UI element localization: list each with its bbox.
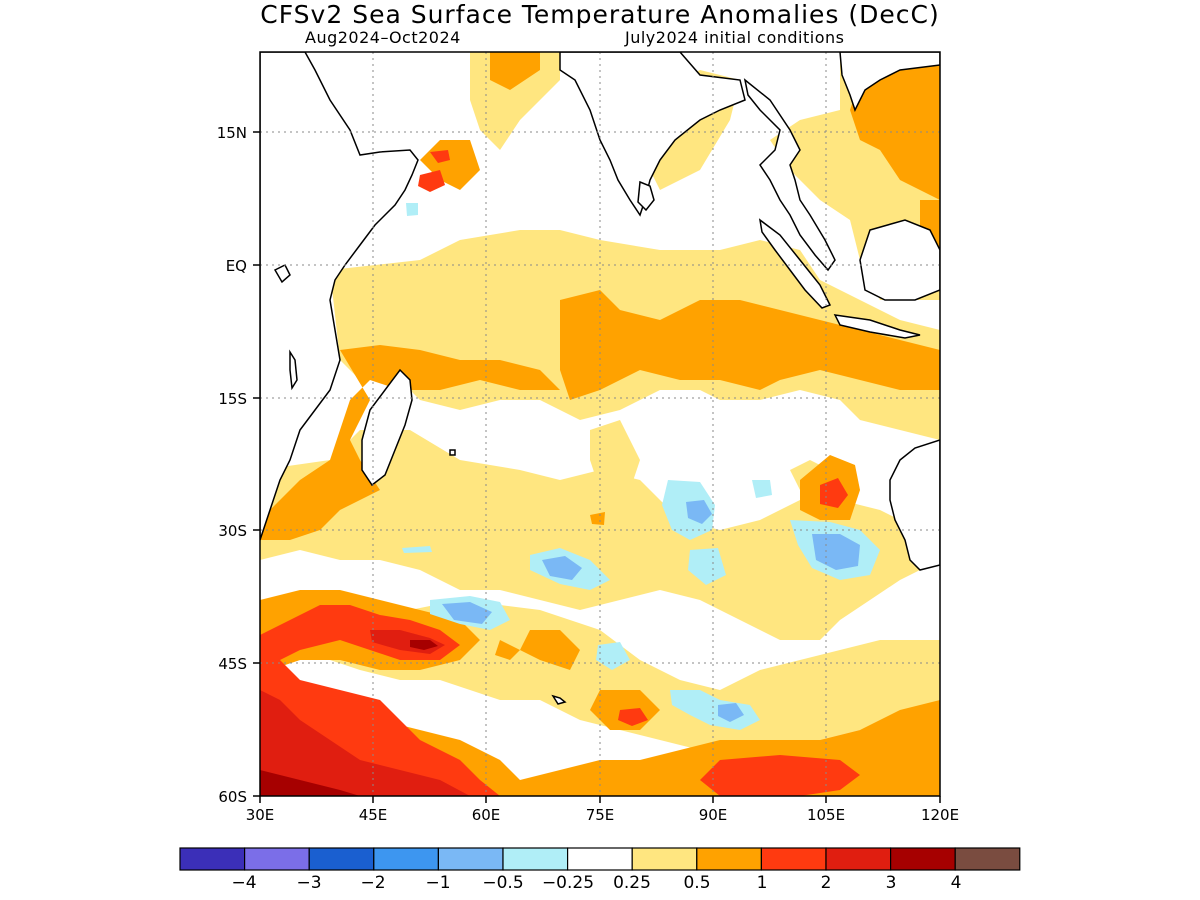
y-tick-label: 45S (218, 655, 247, 673)
colorbar-label: 0.25 (613, 873, 651, 893)
y-tick-label: 60S (218, 788, 247, 806)
arabia-africa-land (260, 52, 419, 541)
colorbar-swatch (373, 847, 439, 871)
colorbar-label: −0.5 (482, 873, 523, 893)
initial-conditions: July2024 initial conditions (625, 28, 845, 47)
x-tick-label: 30E (246, 806, 275, 824)
graticule (260, 52, 940, 796)
tick-marks (253, 131, 941, 803)
colorbar-swatch (244, 847, 310, 871)
colorbar-swatch (308, 847, 375, 871)
java-land (833, 314, 921, 339)
colorbar (179, 847, 1021, 871)
y-tick-label: 15N (217, 124, 247, 142)
colorbar-swatch (889, 847, 956, 871)
colorbar-label: 2 (821, 873, 832, 893)
anomaly-3-4-regions (260, 640, 438, 796)
colorbar-label: 1 (757, 873, 768, 893)
colorbar-swatch (760, 847, 827, 871)
y-tick-label: 30S (218, 522, 247, 540)
colorbar-swatch (437, 847, 504, 871)
colorbar-label: −2 (360, 873, 385, 893)
colorbar-label: −1 (425, 873, 450, 893)
colorbar-swatch (502, 847, 569, 871)
colorbar-swatch (825, 847, 892, 871)
china-land (839, 52, 940, 112)
southeast-asia-land (743, 78, 836, 272)
y-tick-label: EQ (226, 257, 247, 275)
colorbar-swatch (696, 847, 762, 871)
x-tick-label: 60E (472, 806, 501, 824)
landmasses (260, 52, 940, 705)
australia-land (889, 439, 940, 571)
x-tick-label: 45E (359, 806, 388, 824)
colorbar-swatch (179, 847, 246, 871)
colorbar-label: 4 (951, 873, 962, 893)
colorbar-label: −4 (231, 873, 256, 893)
colorbar-swatch (631, 847, 698, 871)
x-tick-labels: 30E 45E 60E 75E 90E 105E 120E (246, 806, 959, 824)
colorbar-label: 0.5 (683, 873, 710, 893)
sumatra-land (758, 218, 832, 309)
colorbar-label: −0.25 (542, 873, 594, 893)
x-tick-label: 75E (586, 806, 615, 824)
colorbar-label: 3 (886, 873, 897, 893)
x-tick-label: 105E (807, 806, 845, 824)
colorbar-label: −3 (296, 873, 321, 893)
anomaly-neg-0.5-1-regions (442, 500, 860, 722)
map-title: CFSv2 Sea Surface Temperature Anomalies … (260, 0, 940, 29)
forecast-period: Aug2024–Oct2024 (305, 28, 461, 47)
borneo-land (859, 219, 940, 301)
anomaly-field (260, 52, 940, 796)
sri-lanka-land (637, 180, 655, 212)
colorbar-labels: −4 −3 −2 −1 −0.5 −0.25 0.25 0.5 1 2 3 4 (231, 873, 961, 893)
y-tick-labels: 15N EQ 15S 30S 45S 60S (217, 124, 247, 806)
y-tick-label: 15S (218, 390, 247, 408)
colorbar-swatch (566, 847, 633, 871)
x-tick-label: 120E (921, 806, 959, 824)
x-tick-label: 90E (699, 806, 728, 824)
colorbar-swatch (954, 847, 1021, 871)
